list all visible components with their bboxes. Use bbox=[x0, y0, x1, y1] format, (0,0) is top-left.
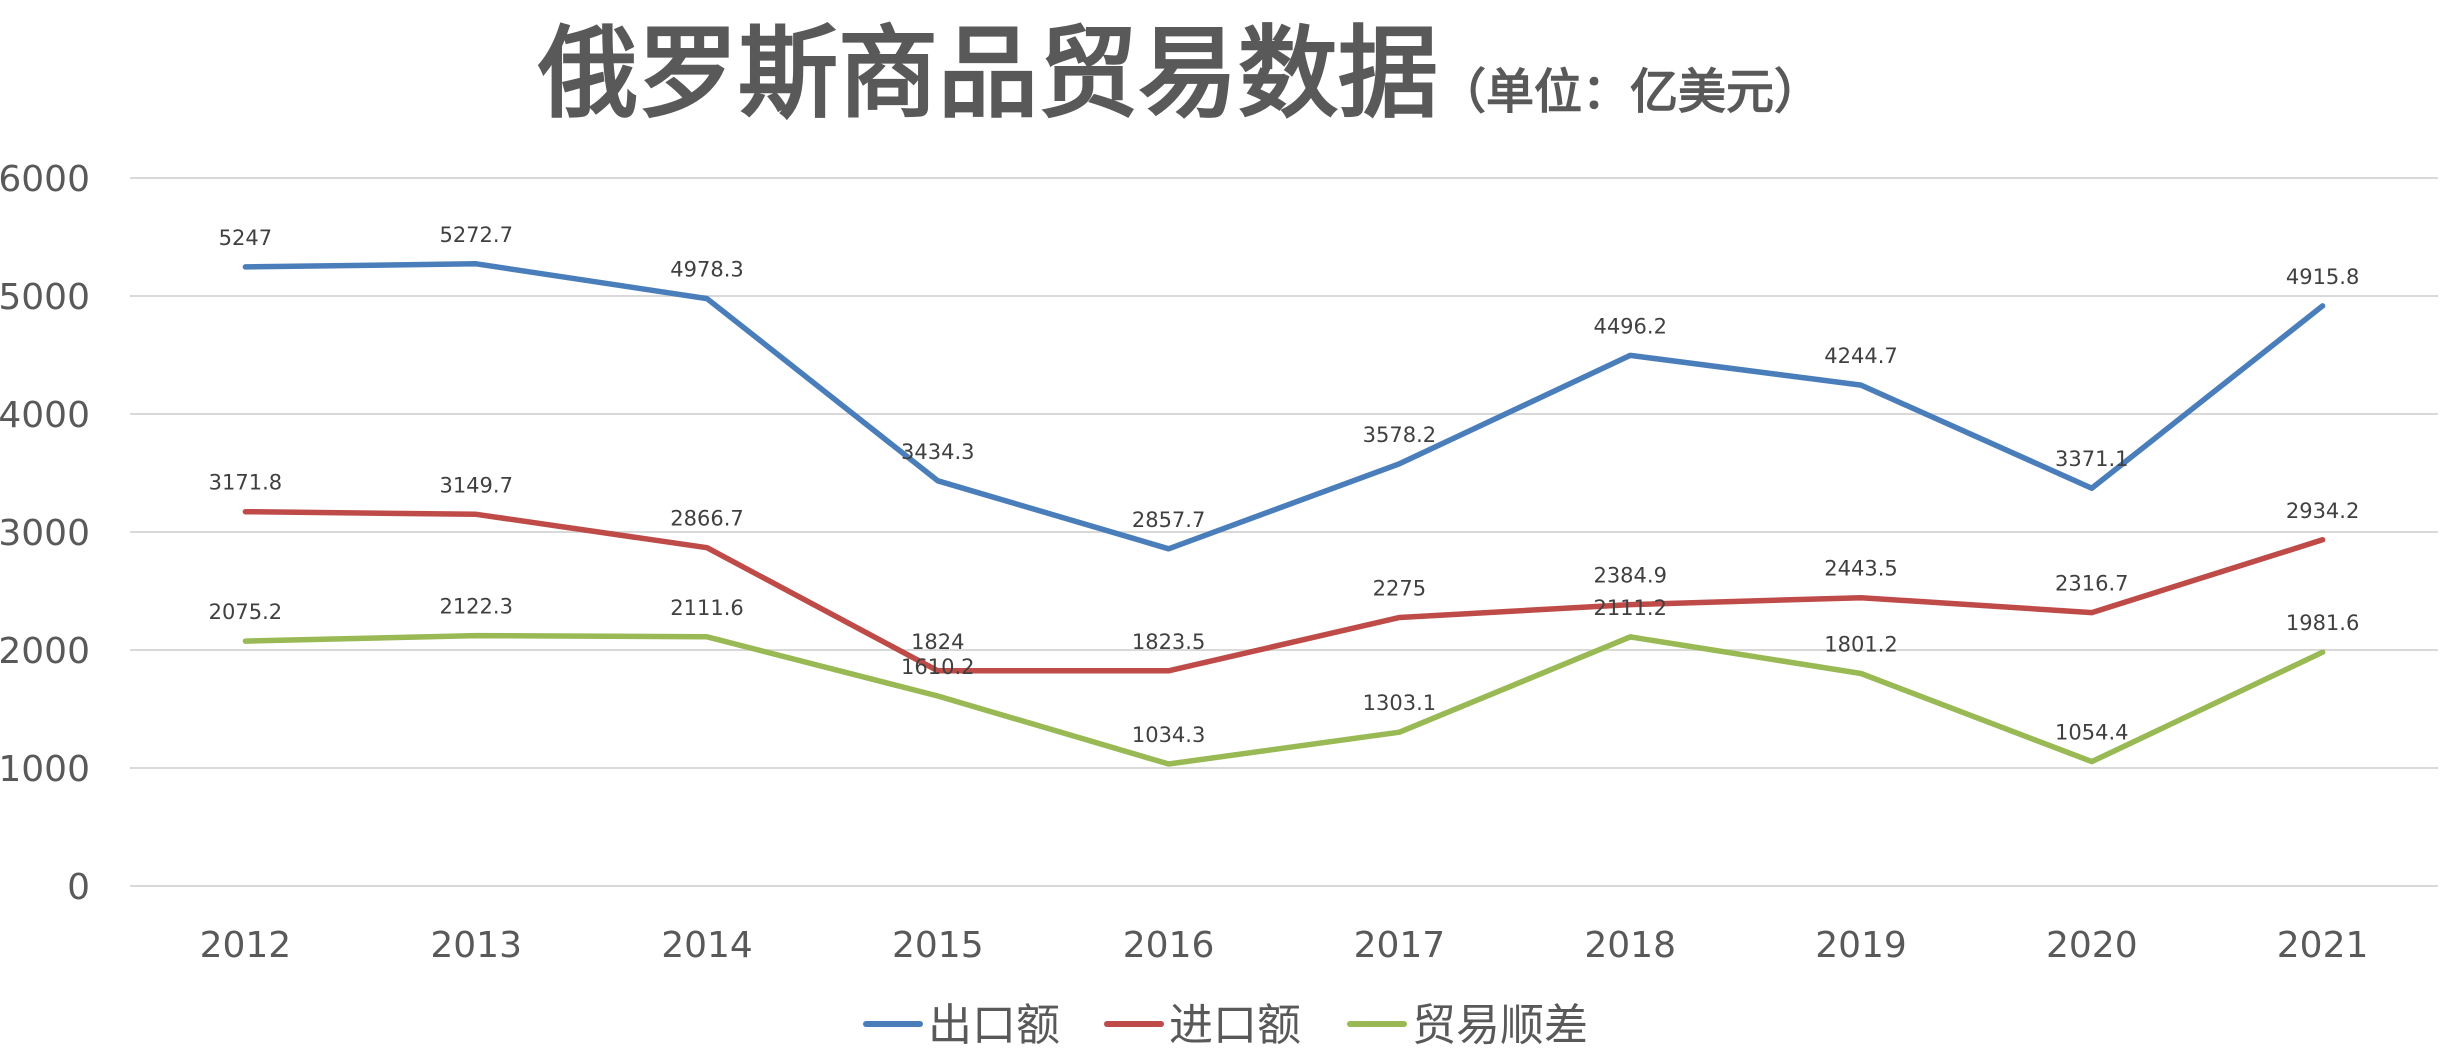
data-label: 3578.2 bbox=[1363, 423, 1436, 447]
data-label: 2316.7 bbox=[2055, 572, 2128, 596]
data-label: 2275 bbox=[1373, 577, 1426, 601]
data-label: 1054.4 bbox=[2055, 721, 2128, 745]
data-label: 1610.2 bbox=[901, 655, 974, 679]
series-line-1 bbox=[242, 508, 2326, 674]
data-label: 2443.5 bbox=[1824, 557, 1897, 581]
x-tick-label: 2014 bbox=[661, 925, 753, 966]
data-label: 5247 bbox=[219, 226, 272, 250]
data-label: 1824 bbox=[911, 630, 964, 654]
series-line-0 bbox=[242, 261, 2326, 552]
series-line-2 bbox=[242, 632, 2326, 767]
y-tick-label: 0 bbox=[67, 867, 90, 908]
gridlines bbox=[130, 177, 2438, 887]
data-label: 4978.3 bbox=[670, 258, 743, 282]
data-label: 1823.5 bbox=[1132, 630, 1205, 654]
data-label: 2857.7 bbox=[1132, 508, 1205, 532]
data-label: 1303.1 bbox=[1363, 691, 1436, 715]
data-label: 2075.2 bbox=[209, 600, 282, 624]
x-axis-ticks: 2012 2013 2014 2015 2016 2017 2018 2019 2020 2021 bbox=[200, 925, 2369, 966]
data-label: 4244.7 bbox=[1824, 344, 1897, 368]
legend-item-0: 出口额 bbox=[863, 1000, 1060, 1051]
legend-item-2: 贸易顺差 bbox=[1347, 1000, 1588, 1051]
legend-item-1: 进口额 bbox=[1104, 1000, 1301, 1051]
data-label: 4915.8 bbox=[2286, 265, 2359, 289]
chart-title-unit: （单位：亿美元） bbox=[1438, 64, 1822, 120]
y-tick-label: 6000 bbox=[0, 159, 90, 200]
data-label: 2111.2 bbox=[1593, 596, 1666, 620]
data-label: 1801.2 bbox=[1824, 632, 1897, 656]
series-lines bbox=[242, 261, 2326, 767]
legend: 出口额 进口额 贸易顺差 bbox=[863, 1000, 1588, 1051]
data-label: 3371.1 bbox=[2055, 447, 2128, 471]
data-label: 2384.9 bbox=[1593, 564, 1666, 588]
chart-title-main: 俄罗斯商品贸易数据 bbox=[537, 14, 1438, 132]
y-tick-label: 3000 bbox=[0, 513, 90, 554]
data-label: 2122.3 bbox=[439, 595, 512, 619]
data-label: 3171.8 bbox=[209, 471, 282, 495]
data-labels: 5247 5272.7 4978.3 3434.3 2857.7 3578.2 4496.2… bbox=[209, 223, 2360, 747]
x-tick-label: 2013 bbox=[430, 925, 522, 966]
data-label: 2866.7 bbox=[670, 507, 743, 531]
data-label: 1981.6 bbox=[2286, 611, 2359, 635]
x-tick-label: 2016 bbox=[1123, 925, 1215, 966]
legend-label: 贸易顺差 bbox=[1412, 1000, 1588, 1051]
legend-label: 出口额 bbox=[928, 1000, 1060, 1051]
data-label: 5272.7 bbox=[439, 223, 512, 247]
legend-label: 进口额 bbox=[1169, 1000, 1301, 1051]
y-tick-label: 4000 bbox=[0, 395, 90, 436]
x-tick-label: 2018 bbox=[1584, 925, 1676, 966]
y-tick-label: 5000 bbox=[0, 277, 90, 318]
x-tick-label: 2017 bbox=[1354, 925, 1446, 966]
x-tick-label: 2020 bbox=[2046, 925, 2138, 966]
x-tick-label: 2019 bbox=[1815, 925, 1907, 966]
x-tick-label: 2021 bbox=[2277, 925, 2369, 966]
data-label: 1034.3 bbox=[1132, 723, 1205, 747]
data-label: 4496.2 bbox=[1593, 314, 1666, 338]
y-axis-ticks: 0 1000 2000 3000 4000 5000 6000 bbox=[0, 159, 90, 908]
data-label: 2111.6 bbox=[670, 596, 743, 620]
y-tick-label: 1000 bbox=[0, 749, 90, 790]
x-tick-label: 2012 bbox=[200, 925, 292, 966]
x-tick-label: 2015 bbox=[892, 925, 984, 966]
chart-title: 俄罗斯商品贸易数据（单位：亿美元） bbox=[537, 14, 1822, 132]
data-label: 3434.3 bbox=[901, 440, 974, 464]
y-tick-label: 2000 bbox=[0, 631, 90, 672]
data-label: 3149.7 bbox=[439, 473, 512, 497]
data-label: 2934.2 bbox=[2286, 499, 2359, 523]
